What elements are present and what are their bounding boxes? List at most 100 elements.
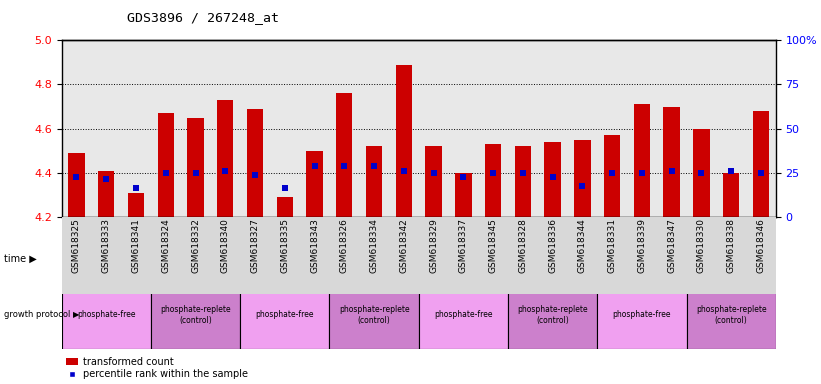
Bar: [544, 142, 561, 217]
Text: phosphate-free: phosphate-free: [77, 310, 135, 319]
Legend: transformed count, percentile rank within the sample: transformed count, percentile rank withi…: [67, 357, 248, 379]
Bar: [419, 240, 597, 278]
Bar: [597, 217, 627, 294]
Text: time ▶: time ▶: [4, 254, 37, 264]
Text: GSM618340: GSM618340: [221, 218, 230, 273]
Text: phosphate-replete
(control): phosphate-replete (control): [517, 305, 588, 324]
Bar: [62, 217, 91, 294]
Text: GSM618342: GSM618342: [399, 218, 408, 273]
Bar: [181, 217, 210, 294]
Text: GSM618343: GSM618343: [310, 218, 319, 273]
Text: GSM618329: GSM618329: [429, 218, 438, 273]
Bar: [91, 217, 122, 294]
Text: GSM618338: GSM618338: [727, 218, 736, 273]
Text: GSM618326: GSM618326: [340, 218, 349, 273]
Bar: [753, 111, 769, 217]
Bar: [686, 217, 716, 294]
Bar: [336, 93, 352, 217]
Bar: [627, 217, 657, 294]
Bar: [693, 129, 709, 217]
Bar: [158, 113, 174, 217]
Bar: [508, 217, 538, 294]
Text: GSM618324: GSM618324: [161, 218, 170, 273]
Bar: [329, 217, 360, 294]
Bar: [716, 217, 746, 294]
Bar: [686, 280, 776, 349]
Text: GSM618327: GSM618327: [250, 218, 259, 273]
Bar: [62, 240, 240, 278]
Text: phosphate-replete
(control): phosphate-replete (control): [339, 305, 410, 324]
Bar: [485, 144, 502, 217]
Text: phosphate-free: phosphate-free: [612, 310, 672, 319]
Bar: [366, 146, 383, 217]
Text: GSM618332: GSM618332: [191, 218, 200, 273]
Text: GSM618336: GSM618336: [548, 218, 557, 273]
Text: phosphate-replete
(control): phosphate-replete (control): [160, 305, 231, 324]
Text: GSM618334: GSM618334: [369, 218, 378, 273]
Bar: [62, 280, 151, 349]
Text: GSM618330: GSM618330: [697, 218, 706, 273]
Text: 6 hour: 6 hour: [490, 254, 526, 264]
Bar: [597, 240, 776, 278]
Text: GSM618337: GSM618337: [459, 218, 468, 273]
Text: GSM618328: GSM618328: [518, 218, 527, 273]
Bar: [151, 217, 181, 294]
Bar: [597, 280, 686, 349]
Bar: [187, 118, 204, 217]
Text: GDS3896 / 267248_at: GDS3896 / 267248_at: [127, 11, 279, 24]
Text: GSM618325: GSM618325: [72, 218, 81, 273]
Bar: [567, 217, 597, 294]
Bar: [604, 135, 621, 217]
Bar: [122, 217, 151, 294]
Bar: [217, 100, 233, 217]
Bar: [419, 280, 508, 349]
Text: GSM618335: GSM618335: [280, 218, 289, 273]
Bar: [210, 217, 240, 294]
Text: phosphate-free: phosphate-free: [255, 310, 314, 319]
Bar: [425, 146, 442, 217]
Bar: [389, 217, 419, 294]
Bar: [306, 151, 323, 217]
Bar: [723, 173, 740, 217]
Bar: [247, 109, 264, 217]
Text: GSM618345: GSM618345: [488, 218, 498, 273]
Bar: [657, 217, 686, 294]
Text: growth protocol ▶: growth protocol ▶: [4, 310, 80, 319]
Bar: [515, 146, 531, 217]
Bar: [98, 170, 114, 217]
Bar: [574, 140, 590, 217]
Bar: [359, 217, 389, 294]
Text: GSM618344: GSM618344: [578, 218, 587, 273]
Text: phosphate-free: phosphate-free: [434, 310, 493, 319]
Text: GSM618333: GSM618333: [102, 218, 111, 273]
Bar: [634, 104, 650, 217]
Text: phosphate-replete
(control): phosphate-replete (control): [696, 305, 767, 324]
Bar: [240, 280, 329, 349]
Text: GSM618346: GSM618346: [756, 218, 765, 273]
Text: GSM618341: GSM618341: [131, 218, 140, 273]
Text: 0 hour: 0 hour: [133, 254, 169, 264]
Bar: [448, 217, 478, 294]
Bar: [240, 217, 270, 294]
Bar: [396, 65, 412, 217]
Text: GSM618331: GSM618331: [608, 218, 617, 273]
Text: GSM618347: GSM618347: [667, 218, 677, 273]
Bar: [329, 280, 419, 349]
Bar: [128, 193, 144, 217]
Text: 1 hour: 1 hour: [311, 254, 347, 264]
Bar: [508, 280, 597, 349]
Bar: [538, 217, 567, 294]
Bar: [300, 217, 329, 294]
Bar: [68, 153, 85, 217]
Bar: [419, 217, 448, 294]
Bar: [151, 280, 240, 349]
Bar: [478, 217, 508, 294]
Bar: [270, 217, 300, 294]
Bar: [240, 240, 419, 278]
Bar: [455, 173, 471, 217]
Bar: [663, 106, 680, 217]
Text: GSM618339: GSM618339: [637, 218, 646, 273]
Bar: [746, 217, 776, 294]
Text: 24 hour: 24 hour: [665, 254, 709, 264]
Bar: [277, 197, 293, 217]
